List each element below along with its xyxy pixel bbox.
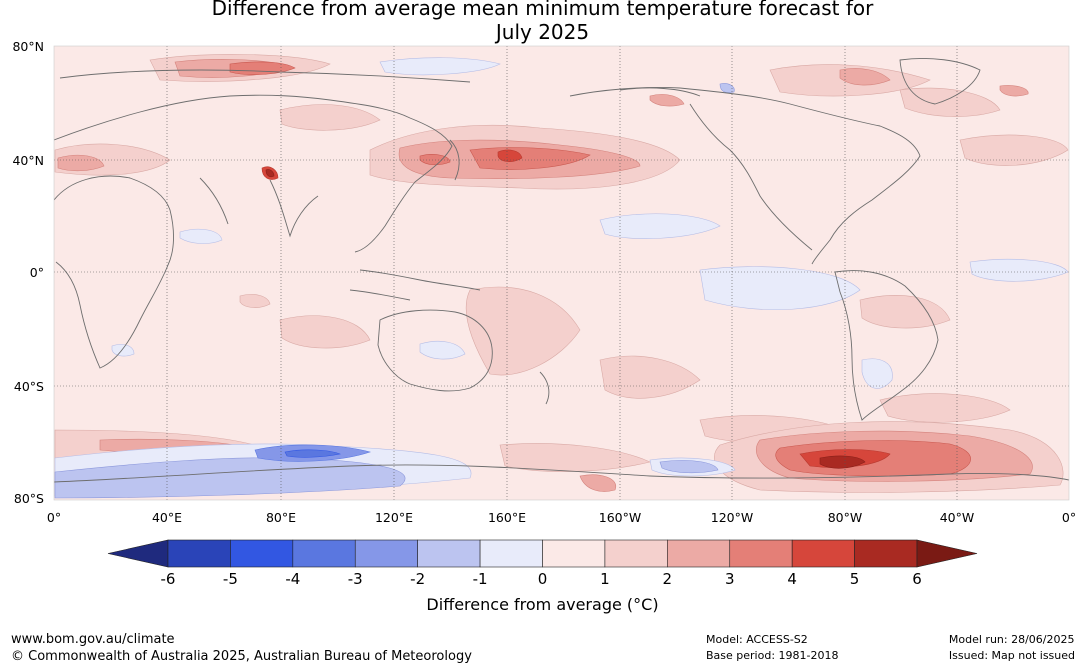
title-line-1: Difference from average mean minimum tem… bbox=[211, 0, 874, 20]
colorbar-segment bbox=[167, 539, 231, 568]
colorbar-segment bbox=[791, 539, 855, 568]
longitude-label: 160°E bbox=[488, 510, 526, 525]
colorbar-segment bbox=[729, 539, 793, 568]
title-line-2: July 2025 bbox=[495, 20, 590, 44]
latitude-label: 40°N bbox=[12, 153, 44, 168]
colorbar-segment bbox=[479, 539, 543, 568]
colorbar-tick: 6 bbox=[912, 570, 922, 588]
colorbar-label: Difference from average (°C) bbox=[426, 595, 659, 614]
colorbar-tick: -1 bbox=[473, 570, 488, 588]
footer-run-info: Model run: 28/06/2025 Issued: Map not is… bbox=[949, 632, 1075, 664]
colorbar-tick-labels: -6 -5 -4 -3 -2 -1 0 1 2 3 4 5 6 bbox=[161, 570, 922, 588]
footer-copyright: © Commonwealth of Australia 2025, Austra… bbox=[11, 649, 472, 664]
gridlines bbox=[54, 46, 1069, 500]
longitude-label: 40°E bbox=[152, 510, 182, 525]
colorbar-tick: 0 bbox=[538, 570, 548, 588]
colorbar-segment bbox=[230, 539, 294, 568]
colorbar-tick: 2 bbox=[663, 570, 673, 588]
footer-model-run: Model run: 28/06/2025 bbox=[948, 633, 1075, 646]
longitude-label: 80°W bbox=[828, 510, 863, 525]
anomaly-contours bbox=[54, 54, 1069, 499]
longitude-label: 40°W bbox=[940, 510, 975, 525]
colorbar-segment bbox=[292, 539, 356, 568]
colorbar-tick: -3 bbox=[348, 570, 363, 588]
colorbar bbox=[107, 539, 978, 568]
longitude-label: 120°E bbox=[375, 510, 413, 525]
map-frame bbox=[53, 45, 1070, 501]
footer-model-info: Model: ACCESS-S2 Base period: 1981-2018 bbox=[706, 632, 838, 664]
colorbar-segment bbox=[417, 539, 481, 568]
footer-issued: Issued: Map not issued bbox=[948, 649, 1075, 662]
footer-left: www.bom.gov.au/climate © Commonwealth of… bbox=[11, 631, 472, 665]
colorbar-tick: -2 bbox=[410, 570, 425, 588]
colorbar-tick: 3 bbox=[725, 570, 735, 588]
colorbar-extend-high bbox=[916, 539, 978, 568]
coastlines bbox=[54, 58, 1069, 483]
longitude-label: 120°W bbox=[711, 510, 753, 525]
colorbar-tick: 4 bbox=[787, 570, 797, 588]
colorbar-segment bbox=[854, 539, 918, 568]
colorbar-segment bbox=[604, 539, 668, 568]
latitude-label: 40°S bbox=[14, 379, 44, 394]
longitude-label: 80°E bbox=[266, 510, 296, 525]
footer-base-period: Base period: 1981-2018 bbox=[706, 649, 839, 662]
colorbar-tick: -5 bbox=[223, 570, 238, 588]
latitude-label: 0° bbox=[30, 265, 44, 280]
footer-website: www.bom.gov.au/climate bbox=[11, 632, 175, 647]
map-title: Difference from average mean minimum tem… bbox=[0, 0, 1085, 44]
colorbar-tick: 1 bbox=[600, 570, 610, 588]
longitude-label: 0° bbox=[1062, 510, 1076, 525]
colorbar-segment bbox=[354, 539, 418, 568]
latitude-label: 80°N bbox=[12, 39, 44, 54]
colorbar-tick: -4 bbox=[285, 570, 300, 588]
latitude-label: 80°S bbox=[14, 491, 44, 506]
colorbar-segment bbox=[542, 539, 606, 568]
colorbar-tick: 5 bbox=[850, 570, 860, 588]
colorbar-tick: -6 bbox=[161, 570, 176, 588]
colorbar-extend-low bbox=[107, 539, 169, 568]
colorbar-segment bbox=[667, 539, 731, 568]
latitude-labels: 80°N 40°N 0° 40°S 80°S bbox=[12, 39, 44, 506]
longitude-label: 0° bbox=[47, 510, 61, 525]
longitude-labels: 0° 40°E 80°E 120°E 160°E 160°W 120°W 80°W 40°W 0° bbox=[47, 510, 1076, 525]
footer-model: Model: ACCESS-S2 bbox=[706, 633, 808, 646]
longitude-label: 160°W bbox=[599, 510, 641, 525]
